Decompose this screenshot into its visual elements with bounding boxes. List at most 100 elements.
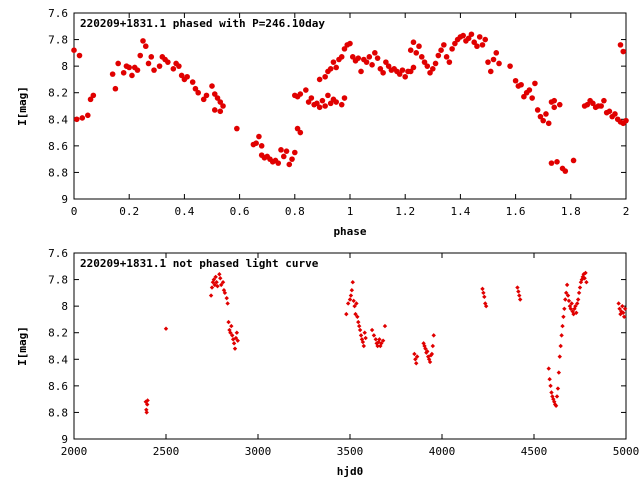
chart-2-y-tick-label: 9 xyxy=(61,433,68,446)
chart-2-data-point xyxy=(423,346,428,351)
chart-2-data-point xyxy=(347,297,353,302)
chart-1-data-point xyxy=(424,63,431,69)
chart-1-data-point xyxy=(452,40,458,47)
chart-2-y-tick-label: 7.8 xyxy=(48,274,68,287)
chart-1-data-point xyxy=(76,52,83,59)
chart-2-data-point xyxy=(230,337,236,342)
chart-1-x-axis-label: phase xyxy=(333,225,366,238)
chart-2-data-point xyxy=(583,270,588,276)
chart-2-data-point xyxy=(559,333,564,338)
chart-2-data-point xyxy=(209,285,215,290)
chart-2-data-point xyxy=(574,310,579,315)
chart-1-x-tick-label: 0.2 xyxy=(119,205,139,218)
chart-1-y-tick-label: 9 xyxy=(61,193,68,206)
chart-2-data-point xyxy=(357,323,362,329)
chart-1-data-point xyxy=(416,43,422,50)
chart-2-y-tick-label: 8.4 xyxy=(48,353,68,366)
chart-1-x-tick-label: 1.8 xyxy=(561,205,581,218)
chart-1-data-point xyxy=(256,133,262,140)
chart-2-data-point xyxy=(430,343,435,349)
chart-2-data-point xyxy=(226,319,231,325)
chart-1-data-point xyxy=(399,67,406,73)
chart-1-data-point xyxy=(142,43,149,50)
chart-1-data-point xyxy=(79,115,86,121)
chart-1-data-point xyxy=(556,101,563,108)
chart-1-data-point xyxy=(421,59,428,65)
chart-1-data-point xyxy=(170,66,177,72)
chart-1-data-point xyxy=(460,32,466,39)
chart-2: 2000 2500 3000 3500 4000 4500 5000 7.6 7.8 8 8.2 8.… xyxy=(16,247,639,478)
chart-1-data-point xyxy=(532,80,538,87)
chart-1-data-point xyxy=(562,168,569,174)
chart-2-data-point xyxy=(377,337,382,342)
chart-1-y-tick-label: 7.8 xyxy=(48,34,68,47)
chart-2-data-point xyxy=(357,327,363,333)
chart-2-data-point xyxy=(518,297,523,302)
chart-1-data-point xyxy=(369,62,375,68)
chart-1-data-point xyxy=(258,143,265,149)
chart-2-data-point xyxy=(231,341,237,346)
chart-2-data-point xyxy=(208,293,214,298)
chart-2-data-point xyxy=(363,335,368,341)
chart-1-data-point xyxy=(322,103,328,109)
chart-2-data-point xyxy=(229,323,234,329)
chart-1-data-point xyxy=(482,36,489,43)
chart-1-data-point xyxy=(115,60,121,67)
chart-2-data-point xyxy=(549,390,554,395)
chart-1-data-point xyxy=(297,91,304,97)
chart-1-data-point xyxy=(184,73,190,80)
chart-2-data-point xyxy=(230,333,235,338)
chart-2-data-point xyxy=(572,306,577,311)
chart-2-data-point xyxy=(554,394,560,399)
chart-2-y-tick-label: 7.6 xyxy=(48,247,68,260)
chart-2-y-axis-label: I[mag] xyxy=(16,326,29,366)
chart-2-data-point xyxy=(145,398,150,403)
chart-1-data-point xyxy=(327,66,334,72)
chart-1-data-point xyxy=(112,85,119,92)
chart-2-data-point xyxy=(553,403,559,408)
chart-2-data-point xyxy=(369,327,375,333)
chart-2-data-point xyxy=(224,295,229,301)
chart-2-data-point xyxy=(481,290,486,296)
chart-1-data-point xyxy=(165,59,171,65)
chart-2-data-point xyxy=(617,306,622,311)
chart-1-data-point xyxy=(617,42,624,48)
chart-1-data-point xyxy=(109,71,116,77)
chart-1-data-point xyxy=(316,104,323,111)
chart-1-data-point xyxy=(413,50,420,56)
chart-2-data-point xyxy=(145,402,150,407)
chart-1-data-point xyxy=(220,103,226,109)
chart-2-data-point xyxy=(575,297,581,302)
chart-1-data-point xyxy=(289,156,295,162)
chart-1-data-point xyxy=(278,147,284,153)
chart-2-data-point xyxy=(222,290,228,296)
chart-1-data-point xyxy=(446,59,453,65)
chart-1-data-point xyxy=(358,68,364,75)
chart-2-y-tick-label: 8.6 xyxy=(48,380,68,393)
chart-1-y-tick-label: 8.4 xyxy=(48,113,68,126)
chart-1-x-tick-label: 0.6 xyxy=(230,205,250,218)
chart-1-data-point xyxy=(435,52,442,59)
chart-1-data-point xyxy=(551,97,558,104)
chart-1-data-point xyxy=(427,69,433,76)
chart-2-data-point xyxy=(211,277,217,282)
chart-1-data-point xyxy=(319,97,326,104)
chart-2-data-point xyxy=(219,282,224,288)
chart-1-data-point xyxy=(151,67,157,73)
chart-2-y-tick-label: 8 xyxy=(61,300,68,313)
chart-2-title: 220209+1831.1 not phased light curve xyxy=(80,257,319,270)
chart-1-data-point xyxy=(623,117,629,124)
chart-1-data-point xyxy=(441,42,447,48)
chart-2-data-point xyxy=(548,383,553,389)
chart-2-data-point xyxy=(373,337,378,342)
chart-1-data-point xyxy=(330,59,337,65)
chart-2-data-point xyxy=(575,301,580,306)
chart-2-data-point xyxy=(564,290,569,296)
chart-2-data-point xyxy=(414,354,420,359)
chart-2-plot-frame xyxy=(73,252,627,440)
chart-2-data-point xyxy=(558,343,563,349)
chart-1-data-point xyxy=(129,72,135,79)
chart-1-data-point xyxy=(286,161,293,168)
chart-1-data-point xyxy=(485,59,491,65)
chart-1-data-point xyxy=(338,54,345,60)
